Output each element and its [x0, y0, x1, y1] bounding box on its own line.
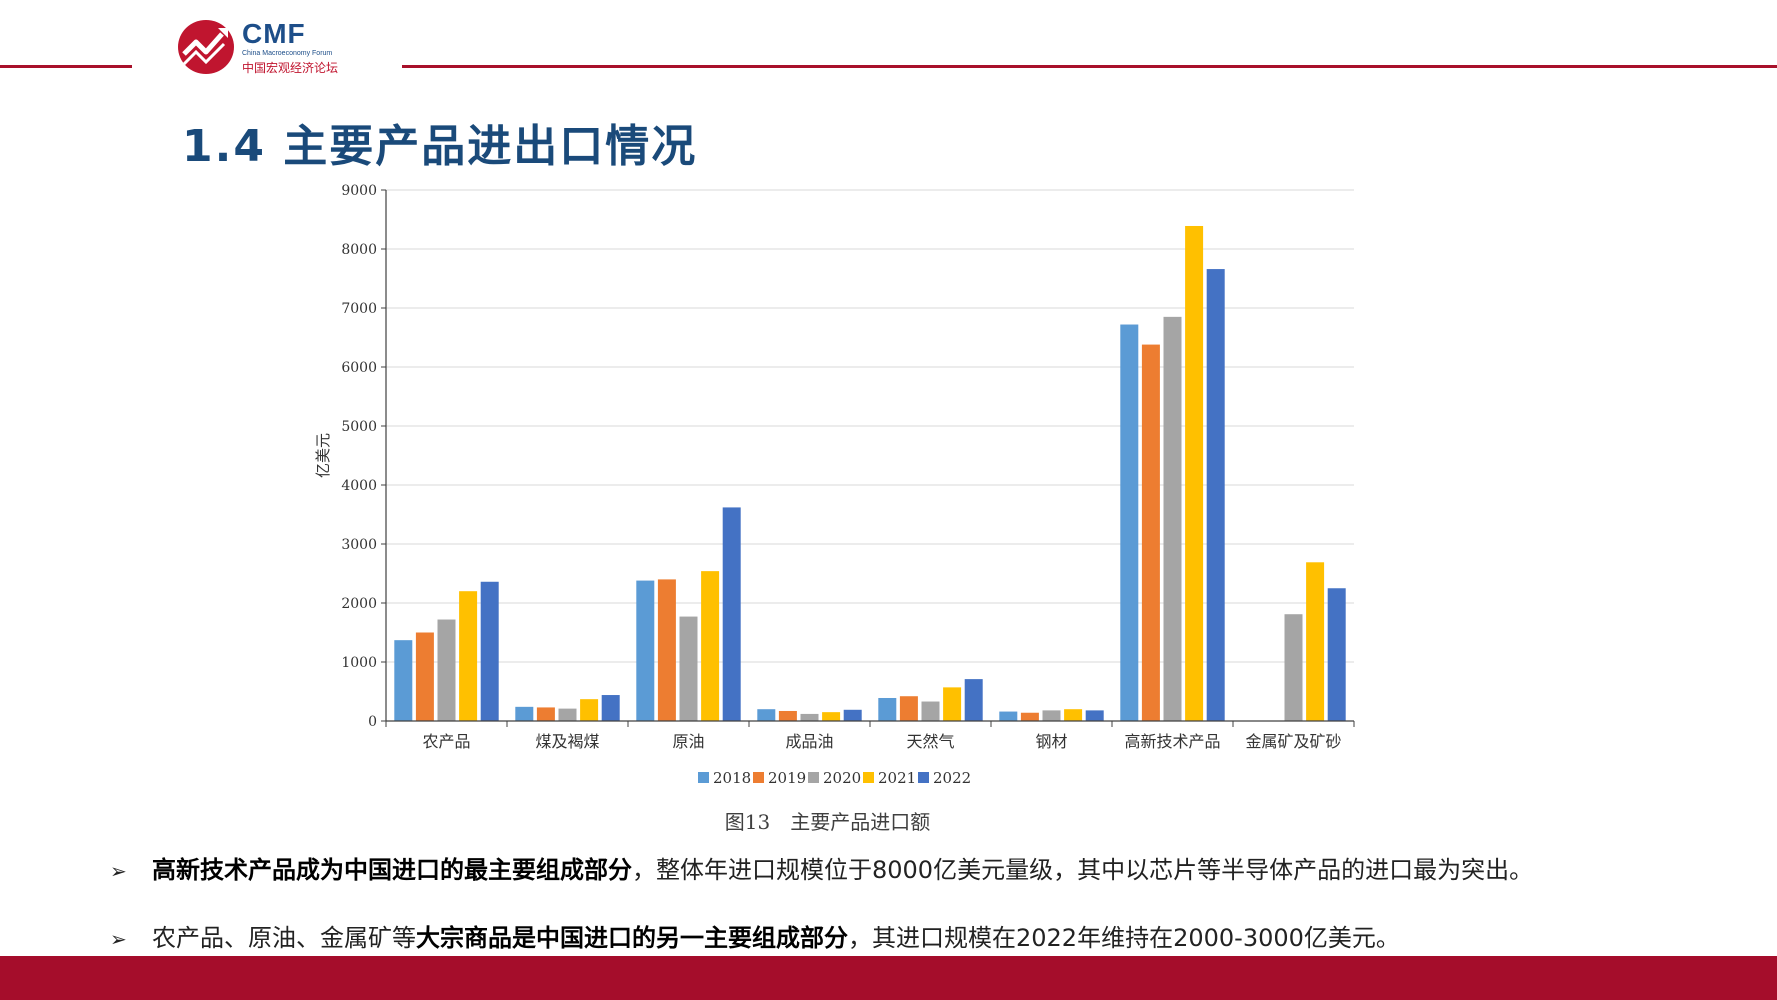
y-tick-label: 3000: [341, 537, 377, 553]
bullet-1-post: ，整体年进口规模位于8000亿美元量级，其中以芯片等半导体产品的进口最为突出。: [632, 856, 1534, 884]
bar-2021-6: [1185, 225, 1204, 722]
legend-label-2021: 2021: [878, 769, 916, 787]
y-tick-label: 8000: [341, 242, 377, 258]
bullet-2-post: ，其进口规模在2022年维持在2000-3000亿美元。: [848, 924, 1400, 952]
bar-2018-0: [394, 640, 413, 721]
import-bar-chart: 0 1000 2000 3000 4000 5000 6000 7000 8000 9000 亿美元…: [314, 183, 1355, 787]
bar-2019-6: [1141, 344, 1160, 721]
y-tick-label: 2000: [341, 596, 377, 612]
bar-2019-1: [536, 707, 555, 721]
y-tick-label: 5000: [341, 419, 377, 435]
y-tick-label: 4000: [341, 478, 377, 494]
chart-labels: 0 1000 2000 3000 4000 5000 6000 7000 8000 9000 亿美元…: [314, 183, 1342, 751]
bar-2019-5: [1020, 712, 1039, 721]
bar-2020-6: [1163, 316, 1182, 721]
bar-2021-7: [1306, 562, 1325, 721]
logo-emblem: [178, 20, 234, 74]
legend-swatch-2021: [863, 772, 874, 783]
y-axis-label: 亿美元: [314, 433, 332, 478]
bullet-2-pre: 农产品、原油、金属矿等: [152, 924, 416, 952]
footer-bar: [0, 956, 1777, 1000]
bar-2022-5: [1085, 710, 1104, 721]
bar-2021-0: [459, 591, 478, 721]
bar-2020-7: [1284, 614, 1303, 721]
bullet-2: ➢ 农产品、原油、金属矿等大宗商品是中国进口的另一主要组成部分，其进口规模在202…: [110, 918, 1400, 953]
bar-2020-0: [437, 619, 456, 721]
bar-2020-2: [679, 616, 698, 721]
bar-2018-5: [999, 711, 1018, 721]
header-rule-left: [0, 65, 132, 68]
x-tick-label: 煤及褐煤: [535, 732, 599, 751]
legend-swatch-2019: [753, 772, 764, 783]
y-tick-label: 6000: [341, 360, 377, 376]
bullet-2-bold: 大宗商品是中国进口的另一主要组成部分: [416, 924, 848, 952]
x-tick-label: 金属矿及矿砂: [1245, 732, 1341, 751]
x-tick-label: 成品油: [785, 732, 833, 751]
chart-bars: [394, 225, 1346, 722]
logo-title: CMF: [242, 18, 306, 49]
arrow-bullet-icon: ➢: [110, 859, 127, 883]
bar-2019-2: [657, 579, 676, 721]
legend-label-2018: 2018: [713, 769, 751, 787]
y-tick-label: 9000: [341, 183, 377, 199]
bullet-1: ➢ 高新技术产品成为中国进口的最主要组成部分，整体年进口规模位于8000亿美元量级…: [110, 850, 1533, 885]
x-tick-label: 农产品: [422, 732, 470, 751]
bar-2022-7: [1327, 588, 1346, 721]
logo-subtitle-en: China Macroeconomy Forum: [242, 50, 333, 57]
header-rule-right: [402, 65, 1777, 68]
cmf-logo: CMF China Macroeconomy Forum 中国宏观经济论坛: [178, 18, 358, 78]
bar-2022-2: [722, 507, 741, 721]
bar-2021-4: [943, 687, 962, 721]
bar-2022-1: [601, 695, 620, 721]
legend-label-2019: 2019: [768, 769, 806, 787]
bar-2020-3: [800, 713, 819, 721]
legend-swatch-2018: [698, 772, 709, 783]
legend-label-2022: 2022: [933, 769, 971, 787]
figure-caption: 图13 主要产品进口额: [724, 810, 931, 834]
bar-2021-2: [701, 571, 720, 721]
y-tick-label: 1000: [341, 655, 377, 671]
legend-label-2020: 2020: [823, 769, 861, 787]
bar-2019-0: [415, 632, 434, 721]
bar-2022-3: [843, 709, 862, 721]
bar-2021-3: [822, 712, 841, 721]
bar-2020-5: [1042, 710, 1061, 721]
bar-2019-4: [899, 696, 918, 721]
x-tick-label: 天然气: [906, 732, 954, 751]
bar-2022-0: [480, 581, 499, 721]
bullet-1-bold: 高新技术产品成为中国进口的最主要组成部分: [152, 856, 632, 884]
bar-2019-3: [778, 710, 797, 721]
bar-2018-2: [636, 580, 655, 721]
bar-2018-4: [878, 697, 897, 721]
legend-swatch-2020: [808, 772, 819, 783]
bar-2018-1: [515, 706, 534, 721]
bar-2022-4: [964, 679, 983, 721]
bar-2021-1: [580, 699, 599, 721]
bar-2020-1: [558, 708, 577, 721]
x-tick-label: 原油: [672, 732, 704, 751]
chart-axes: [381, 189, 1355, 727]
x-tick-label: 高新技术产品: [1124, 732, 1220, 751]
logo-subtitle-cn: 中国宏观经济论坛: [242, 61, 339, 75]
legend-swatch-2022: [918, 772, 929, 783]
y-tick-label: 0: [368, 714, 377, 730]
bar-2021-5: [1064, 709, 1083, 721]
bar-2018-6: [1120, 324, 1139, 721]
bar-2022-6: [1206, 269, 1225, 721]
chart-legend: 2018 2019 2020 2021 2022: [698, 769, 971, 787]
x-tick-label: 钢材: [1035, 732, 1067, 751]
arrow-bullet-icon: ➢: [110, 927, 127, 951]
bar-2020-4: [921, 701, 940, 721]
bar-2018-3: [757, 709, 776, 721]
page-title: 1.4 主要产品进出口情况: [182, 121, 698, 172]
y-tick-label: 7000: [341, 301, 377, 317]
